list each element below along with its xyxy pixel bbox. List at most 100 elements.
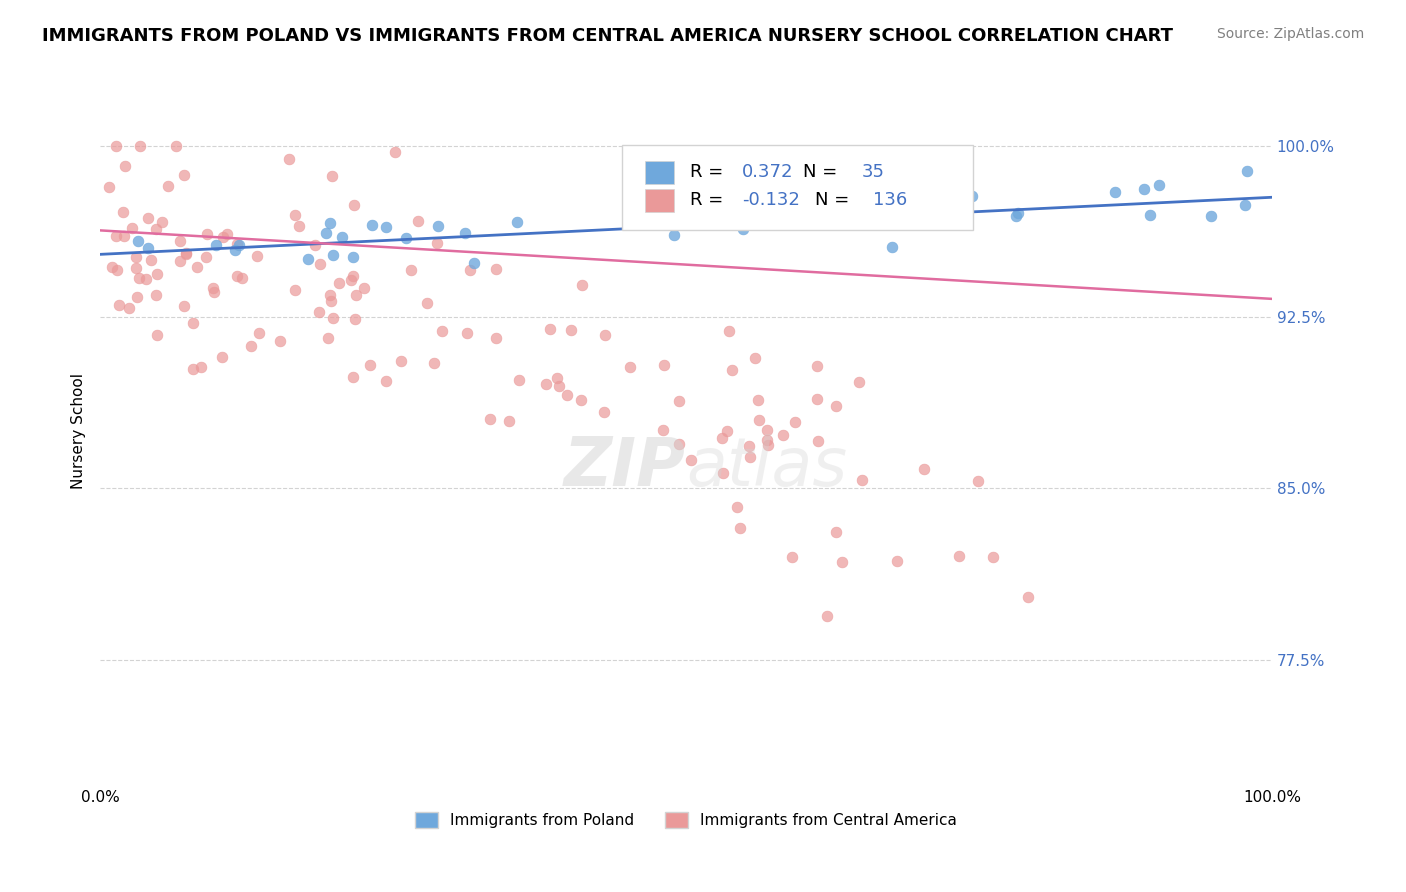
Point: [284, 208, 307, 222]
Point: [1017, 591, 1039, 605]
Point: [560, 323, 582, 337]
Point: [485, 331, 508, 345]
Text: R =: R =: [689, 191, 728, 209]
Point: [150, 215, 173, 229]
Point: [738, 450, 761, 464]
Point: [851, 473, 873, 487]
Text: Source: ZipAtlas.com: Source: ZipAtlas.com: [1216, 27, 1364, 41]
Point: [224, 243, 246, 257]
Point: [384, 145, 406, 159]
Point: [1104, 185, 1126, 199]
Point: [145, 327, 167, 342]
Point: [173, 299, 195, 313]
Text: R =: R =: [689, 162, 728, 180]
Point: [718, 324, 741, 338]
Point: [215, 227, 238, 241]
Point: [181, 316, 204, 330]
Point: [555, 388, 578, 402]
Point: [406, 214, 429, 228]
Point: [138, 211, 160, 226]
Point: [748, 413, 770, 427]
Point: [738, 439, 761, 453]
Point: [571, 277, 593, 292]
Point: [375, 219, 398, 234]
Text: ZIP: ZIP: [564, 434, 686, 500]
Point: [332, 230, 354, 244]
Point: [815, 608, 838, 623]
Point: [318, 216, 340, 230]
Text: 35: 35: [862, 162, 884, 180]
Point: [508, 373, 530, 387]
Point: [848, 375, 870, 389]
Point: [506, 214, 529, 228]
Point: [97, 179, 120, 194]
Point: [747, 393, 769, 408]
Point: [146, 267, 169, 281]
Point: [811, 209, 834, 223]
Point: [128, 139, 150, 153]
Point: [304, 238, 326, 252]
Point: [1236, 164, 1258, 178]
Point: [983, 550, 1005, 565]
Point: [231, 270, 253, 285]
Point: [668, 393, 690, 408]
Point: [127, 234, 149, 248]
Point: [343, 198, 366, 212]
Point: [953, 211, 976, 225]
Point: [731, 222, 754, 236]
Point: [211, 230, 233, 244]
Point: [226, 269, 249, 284]
Text: -0.132: -0.132: [742, 191, 800, 209]
Point: [453, 226, 475, 240]
Point: [1234, 198, 1257, 212]
Point: [211, 350, 233, 364]
Point: [246, 249, 269, 263]
Point: [807, 434, 830, 449]
Legend: Immigrants from Poland, Immigrants from Central America: Immigrants from Poland, Immigrants from …: [409, 805, 963, 834]
Point: [463, 256, 485, 270]
Point: [114, 159, 136, 173]
Point: [228, 238, 250, 252]
Point: [353, 280, 375, 294]
Point: [721, 363, 744, 377]
Point: [1132, 182, 1154, 196]
Point: [756, 438, 779, 452]
Point: [127, 290, 149, 304]
Point: [1005, 209, 1028, 223]
Text: IMMIGRANTS FROM POLAND VS IMMIGRANTS FROM CENTRAL AMERICA NURSERY SCHOOL CORRELA: IMMIGRANTS FROM POLAND VS IMMIGRANTS FRO…: [42, 27, 1173, 45]
Point: [744, 351, 766, 365]
Point: [124, 261, 146, 276]
Point: [886, 553, 908, 567]
Point: [824, 525, 846, 540]
Y-axis label: Nursery School: Nursery School: [72, 373, 86, 490]
Point: [104, 229, 127, 244]
Point: [247, 326, 270, 340]
Point: [136, 241, 159, 255]
Point: [278, 152, 301, 166]
Point: [592, 405, 614, 419]
Point: [205, 237, 228, 252]
Point: [593, 327, 616, 342]
Point: [662, 227, 685, 242]
Point: [342, 369, 364, 384]
Point: [165, 139, 187, 153]
Point: [344, 312, 367, 326]
Point: [359, 358, 381, 372]
Point: [668, 437, 690, 451]
Point: [1147, 178, 1170, 193]
Point: [1201, 209, 1223, 223]
Text: atlas: atlas: [686, 434, 848, 500]
Point: [772, 428, 794, 442]
Point: [458, 263, 481, 277]
Point: [806, 359, 828, 374]
Point: [395, 231, 418, 245]
Point: [651, 424, 673, 438]
Point: [485, 262, 508, 277]
Point: [319, 288, 342, 302]
Point: [941, 214, 963, 228]
Text: 136: 136: [873, 191, 908, 209]
Point: [344, 288, 367, 302]
Point: [534, 377, 557, 392]
Point: [1007, 206, 1029, 220]
Point: [1139, 208, 1161, 222]
